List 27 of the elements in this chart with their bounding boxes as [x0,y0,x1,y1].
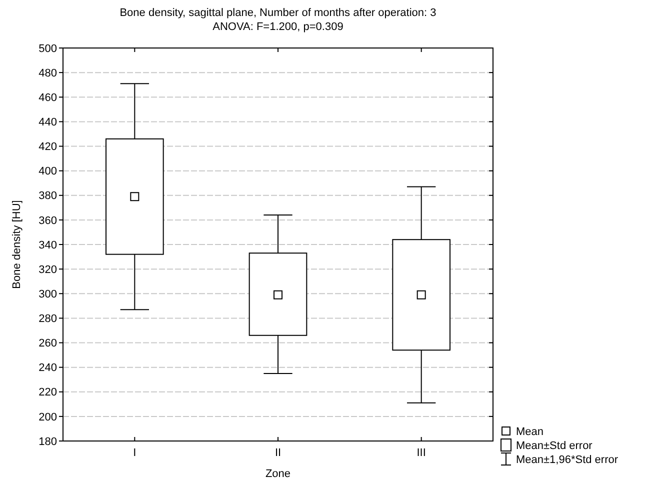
chart-title: Bone density, sagittal plane, Number of months after operation: 3 [120,7,436,19]
y-tick-label: 220 [38,386,57,399]
y-tick-label: 460 [38,92,57,104]
y-tick-label: 400 [38,166,57,178]
y-tick-label: 240 [38,362,57,374]
chart-subtitle: ANOVA: F=1.200, p=0.309 [212,21,344,33]
y-tick-label: 440 [38,116,57,129]
y-axis-title: Bone density [HU] [11,200,23,289]
text: Mean±Std error [516,440,593,452]
y-tick-label: 200 [38,411,57,424]
y-tick-label: 180 [38,436,57,448]
y-tick-label: 420 [38,141,57,154]
x-tick-label: I [133,447,136,459]
text: Mean±1,96*Std error [516,454,618,466]
x-tick-label: II [274,447,282,459]
x-tick-label: III [416,447,426,459]
y-tick-label: 300 [38,288,57,300]
y-tick-label: 500 [38,42,57,55]
x-axis-title: Zone [265,468,291,480]
y-tick-label: 260 [38,338,57,350]
y-tick-label: 480 [38,67,57,80]
y-tick-label: 320 [38,264,57,276]
y-tick-label: 340 [38,239,57,252]
y-tick-label: 360 [38,214,57,227]
y-tick-label: 280 [38,313,57,326]
text: Mean [516,426,544,438]
y-tick-label: 380 [38,190,57,202]
